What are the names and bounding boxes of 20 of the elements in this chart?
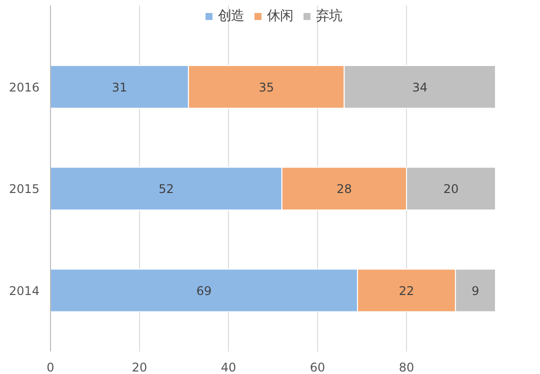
x-tick-label: 80: [398, 360, 414, 374]
data-label: 35: [258, 80, 274, 94]
legend-label: 弃坑: [316, 8, 342, 25]
data-label: 20: [443, 182, 459, 196]
legend-label: 休闲: [267, 8, 293, 25]
data-label: 34: [412, 80, 428, 94]
x-tick-label: 0: [46, 360, 54, 374]
x-tick-label: 60: [310, 360, 326, 374]
legend-label: 创造: [218, 8, 244, 25]
data-label: 22: [398, 284, 414, 298]
data-label: 69: [196, 284, 212, 298]
data-label: 28: [336, 182, 352, 196]
y-tick-label: 2014: [8, 284, 40, 298]
x-tick-label: 40: [220, 360, 236, 374]
x-tick-label: 20: [132, 360, 148, 374]
y-tick-label: 2015: [8, 182, 40, 196]
data-label: 9: [472, 284, 480, 298]
data-label: 31: [112, 80, 128, 94]
y-tick-label: 2016: [8, 80, 40, 94]
data-label: 52: [158, 182, 174, 196]
